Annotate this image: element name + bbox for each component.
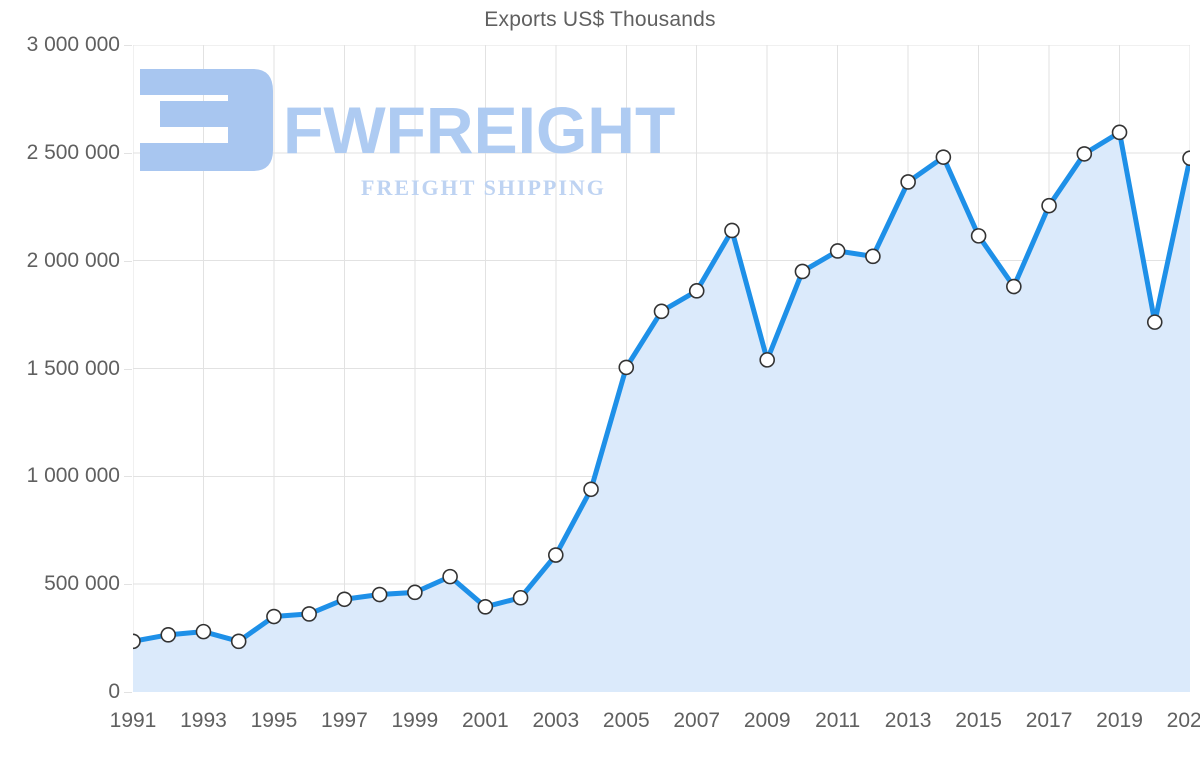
data-point-marker[interactable]	[266, 608, 282, 625]
x-axis-tick-label: 1999	[391, 709, 439, 732]
data-point-marker[interactable]	[230, 633, 247, 650]
y-axis-tick-mark	[124, 152, 132, 154]
data-point-marker[interactable]	[477, 599, 494, 615]
x-axis-tick-label: 2013	[884, 709, 932, 732]
x-axis-tick-label: 2001	[461, 709, 509, 732]
y-axis-tick-label: 500 000	[44, 572, 120, 596]
data-point-marker[interactable]	[195, 623, 212, 640]
data-point-marker[interactable]	[133, 633, 141, 650]
y-axis-tick-label: 0	[108, 680, 120, 703]
data-point-marker[interactable]	[1182, 150, 1190, 167]
y-axis-tick-label: 1 000 000	[26, 464, 120, 488]
y-axis-tick-mark	[124, 692, 132, 693]
data-point-marker[interactable]	[1146, 314, 1163, 330]
series-area-fill	[133, 132, 1190, 692]
data-point-marker[interactable]	[1041, 197, 1057, 214]
x-axis-tick-label: 2015	[955, 709, 1002, 732]
x-axis-tick-label: 2009	[743, 709, 791, 732]
data-point-marker[interactable]	[653, 303, 670, 320]
y-axis-tick-label: 2 000 000	[26, 248, 120, 272]
data-point-marker[interactable]	[336, 591, 353, 608]
x-axis-tick-label: 2017	[1025, 709, 1073, 732]
data-point-marker[interactable]	[794, 263, 811, 280]
y-axis-tick-label: 2 500 000	[26, 140, 120, 164]
x-axis-tick-label: 2005	[602, 709, 650, 732]
y-axis-tick-mark	[124, 368, 132, 370]
data-point-marker[interactable]	[829, 243, 846, 259]
x-axis-tick-label: 2019	[1096, 709, 1143, 732]
data-point-marker[interactable]	[865, 248, 881, 265]
y-axis-tick-mark	[124, 45, 132, 46]
x-axis-tick-label: 1997	[321, 709, 368, 732]
data-point-marker[interactable]	[1006, 278, 1022, 295]
x-axis-tick-label: 2011	[815, 709, 861, 732]
y-axis-tick-label: 3 000 000	[26, 33, 120, 56]
data-point-marker[interactable]	[935, 149, 952, 165]
data-point-marker[interactable]	[160, 627, 177, 643]
data-point-marker[interactable]	[407, 584, 423, 601]
y-axis-tick-label: 1 500 000	[26, 356, 120, 380]
data-point-marker[interactable]	[547, 547, 564, 563]
data-point-marker[interactable]	[688, 283, 705, 299]
y-axis: 0 500 000 1 000 000 1 500 000 2 000 000 2 500…	[0, 0, 132, 763]
y-axis-tick-mark	[124, 584, 132, 586]
data-point-marker[interactable]	[1076, 146, 1093, 162]
series-exports	[133, 124, 1190, 692]
data-point-marker[interactable]	[442, 568, 458, 585]
data-point-marker[interactable]	[759, 352, 776, 368]
data-point-marker[interactable]	[512, 589, 529, 606]
data-point-marker[interactable]	[970, 228, 987, 244]
data-point-marker[interactable]	[618, 359, 635, 376]
x-axis-tick-label: 1995	[250, 709, 298, 732]
x-axis-tick-label: 2003	[532, 709, 580, 732]
x-axis-tick-label: 2021	[1166, 709, 1200, 732]
data-point-marker[interactable]	[900, 174, 916, 190]
data-point-marker[interactable]	[583, 481, 599, 498]
y-axis-tick-mark	[124, 476, 132, 478]
x-axis-tick-label: 2007	[673, 709, 721, 732]
data-point-marker[interactable]	[371, 586, 388, 603]
y-axis-tick-mark	[124, 260, 132, 262]
x-axis-tick-label: 1991	[109, 709, 157, 732]
plot-area: FWFREIGHT FREIGHT SHIPPING	[133, 45, 1190, 692]
chart-title: Exports US$ Thousands	[484, 8, 716, 31]
data-point-marker[interactable]	[1111, 124, 1128, 141]
x-axis-tick-label: 1993	[180, 709, 227, 732]
data-point-marker[interactable]	[301, 606, 317, 622]
data-point-marker[interactable]	[724, 222, 740, 239]
